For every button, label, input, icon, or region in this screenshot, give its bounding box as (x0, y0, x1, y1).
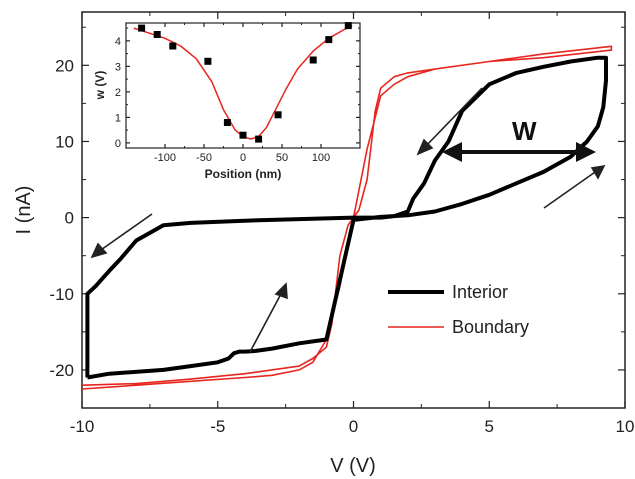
y-tick-label: 4 (115, 36, 121, 48)
inset-data-point (309, 56, 317, 64)
legend-label-boundary: Boundary (452, 317, 529, 337)
y-tick-label: -10 (49, 285, 74, 304)
w-arrow-head-left (442, 142, 462, 162)
y-tick-label: 3 (115, 61, 121, 73)
y-tick-label: 1 (115, 112, 121, 124)
arrow-middle-up-head (274, 282, 288, 300)
direction-arrows (90, 87, 606, 353)
inset-data-point (274, 111, 282, 119)
y-tick-label: -20 (49, 361, 74, 380)
arrow-upper-left-head (416, 138, 434, 156)
inset-axes: -100 -50 0 50 100 0 1 2 3 4 (115, 23, 360, 164)
x-tick-label: -50 (196, 152, 212, 164)
inset-data-point (344, 22, 352, 30)
x-tick-label: 50 (276, 152, 288, 164)
x-tick-label: 10 (616, 417, 635, 436)
inset-y-axis-title: w (V) (93, 71, 107, 101)
arrow-left (97, 213, 153, 253)
w-annotation: W (512, 116, 537, 146)
w-arrow-head-right (576, 142, 596, 162)
inset-data-point (325, 36, 333, 44)
y-tick-label: 10 (55, 132, 74, 151)
y-tick-label: 2 (115, 87, 121, 99)
inset-data-point (239, 131, 247, 139)
inset-data-point (138, 24, 146, 32)
y-tick-label: 20 (55, 56, 74, 75)
y-axis-title: I (nA) (13, 186, 35, 235)
inset-data-point (153, 31, 161, 38)
x-tick-label: 0 (240, 152, 246, 164)
inset-chart: -100 -50 0 50 100 0 1 2 3 4 Position (nm) w (V) (93, 22, 361, 181)
x-tick-label: -10 (70, 417, 95, 436)
x-tick-label: -5 (210, 417, 225, 436)
x-tick-label: 0 (349, 417, 358, 436)
x-tick-label: -100 (154, 152, 176, 164)
w-double-arrow (442, 142, 596, 162)
arrow-lower-right (543, 169, 599, 209)
arrow-middle-up (249, 291, 283, 353)
inset-series (133, 22, 353, 143)
x-tick-label: 5 (485, 417, 494, 436)
x-tick-label: 100 (312, 152, 330, 164)
arrow-left-head (90, 242, 108, 259)
inset-data-point (204, 57, 212, 65)
inset-data-point (255, 135, 263, 143)
inset-data-point (169, 42, 177, 50)
inset-fit-line (133, 24, 353, 140)
y-tick-label: 0 (115, 138, 121, 150)
inset-data-point (223, 119, 231, 126)
legend: Interior Boundary (388, 282, 529, 337)
arrow-lower-right-head (590, 164, 606, 180)
inset-x-axis-title: Position (nm) (205, 167, 282, 181)
arrow-upper-left (423, 87, 483, 149)
legend-label-interior: Interior (452, 282, 508, 302)
x-axis-title: V (V) (330, 455, 376, 477)
y-tick-label: 0 (65, 209, 74, 228)
